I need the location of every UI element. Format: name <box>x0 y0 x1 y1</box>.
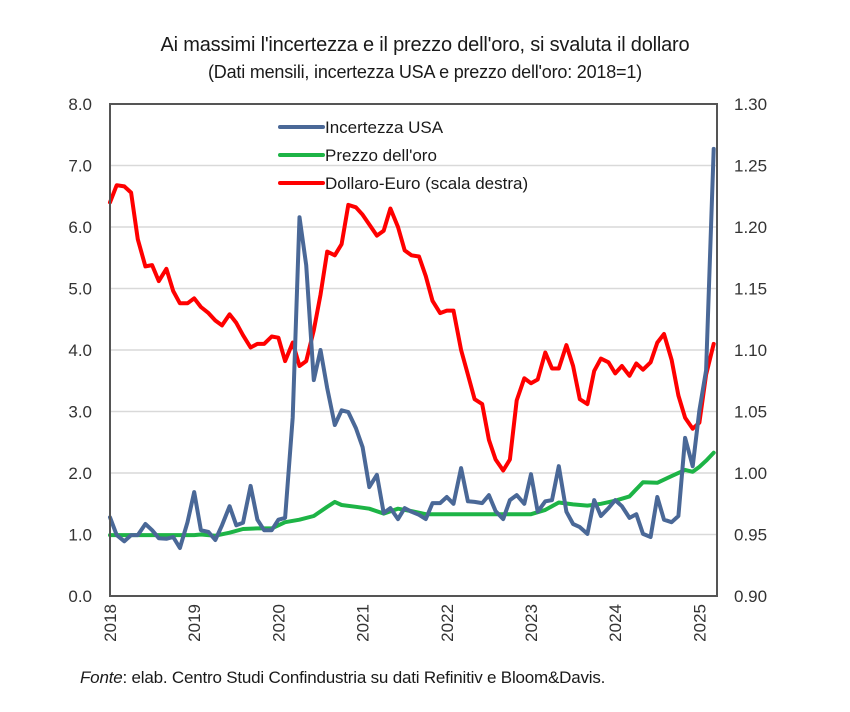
line-chart: 0.0 1.0 2.0 3.0 4.0 5.0 6.0 7.0 8.0 0.90 0.95 1.00… <box>68 95 767 642</box>
series-line-2 <box>108 183 716 473</box>
legend: Incertezza USA Prezzo dell'oro Dollaro-Eur… <box>278 118 528 193</box>
y-tick-label: 2.0 <box>68 464 92 483</box>
y2-tick-label: 0.90 <box>734 587 767 606</box>
x-tick-label: 2018 <box>101 604 120 642</box>
legend-label: Prezzo dell'oro <box>325 146 437 165</box>
y-tick-label: 5.0 <box>68 280 92 299</box>
y2-tick-label: 1.20 <box>734 218 767 237</box>
series-lines <box>108 146 716 550</box>
y-tick-label: 3.0 <box>68 403 92 422</box>
right-axis-ticks: 0.90 0.95 1.00 1.05 1.10 1.15 1.20 1.25 1.30 <box>734 95 767 606</box>
x-tick-label: 2020 <box>269 604 288 642</box>
gridlines <box>110 164 717 536</box>
chart-title: Ai massimi l'incertezza e il prezzo dell… <box>160 34 690 56</box>
y2-tick-label: 1.15 <box>734 280 767 299</box>
y-tick-label: 0.0 <box>68 587 92 606</box>
x-tick-label: 2025 <box>690 604 709 642</box>
source-label: Fonte <box>80 668 123 687</box>
chart-subtitle: (Dati mensili, incertezza USA e prezzo d… <box>208 62 642 82</box>
x-tick-label: 2022 <box>438 604 457 642</box>
y2-tick-label: 1.05 <box>734 403 767 422</box>
y2-tick-label: 0.95 <box>734 526 767 545</box>
legend-label: Dollaro-Euro (scala destra) <box>325 174 528 193</box>
source-note: Fonte: elab. Centro Studi Confindustria … <box>80 668 605 688</box>
legend-label: Incertezza USA <box>325 118 444 137</box>
x-axis-ticks: 2018 2019 2020 2021 2022 2023 2024 2025 <box>101 604 709 642</box>
y-tick-label: 1.0 <box>68 526 92 545</box>
series-line-0 <box>108 146 716 550</box>
y-tick-label: 8.0 <box>68 95 92 114</box>
left-axis-ticks: 0.0 1.0 2.0 3.0 4.0 5.0 6.0 7.0 8.0 <box>68 95 92 606</box>
y2-tick-label: 1.30 <box>734 95 767 114</box>
y2-tick-label: 1.25 <box>734 157 767 176</box>
source-text: : elab. Centro Studi Confindustria su da… <box>122 668 606 687</box>
x-tick-label: 2021 <box>354 604 373 642</box>
y-tick-label: 6.0 <box>68 218 92 237</box>
y-tick-label: 7.0 <box>68 157 92 176</box>
plot-frame <box>109 103 718 597</box>
y-tick-label: 4.0 <box>68 341 92 360</box>
x-tick-label: 2019 <box>185 604 204 642</box>
x-tick-label: 2023 <box>522 604 541 642</box>
y2-tick-label: 1.00 <box>734 464 767 483</box>
y2-tick-label: 1.10 <box>734 341 767 360</box>
x-tick-label: 2024 <box>606 604 625 642</box>
